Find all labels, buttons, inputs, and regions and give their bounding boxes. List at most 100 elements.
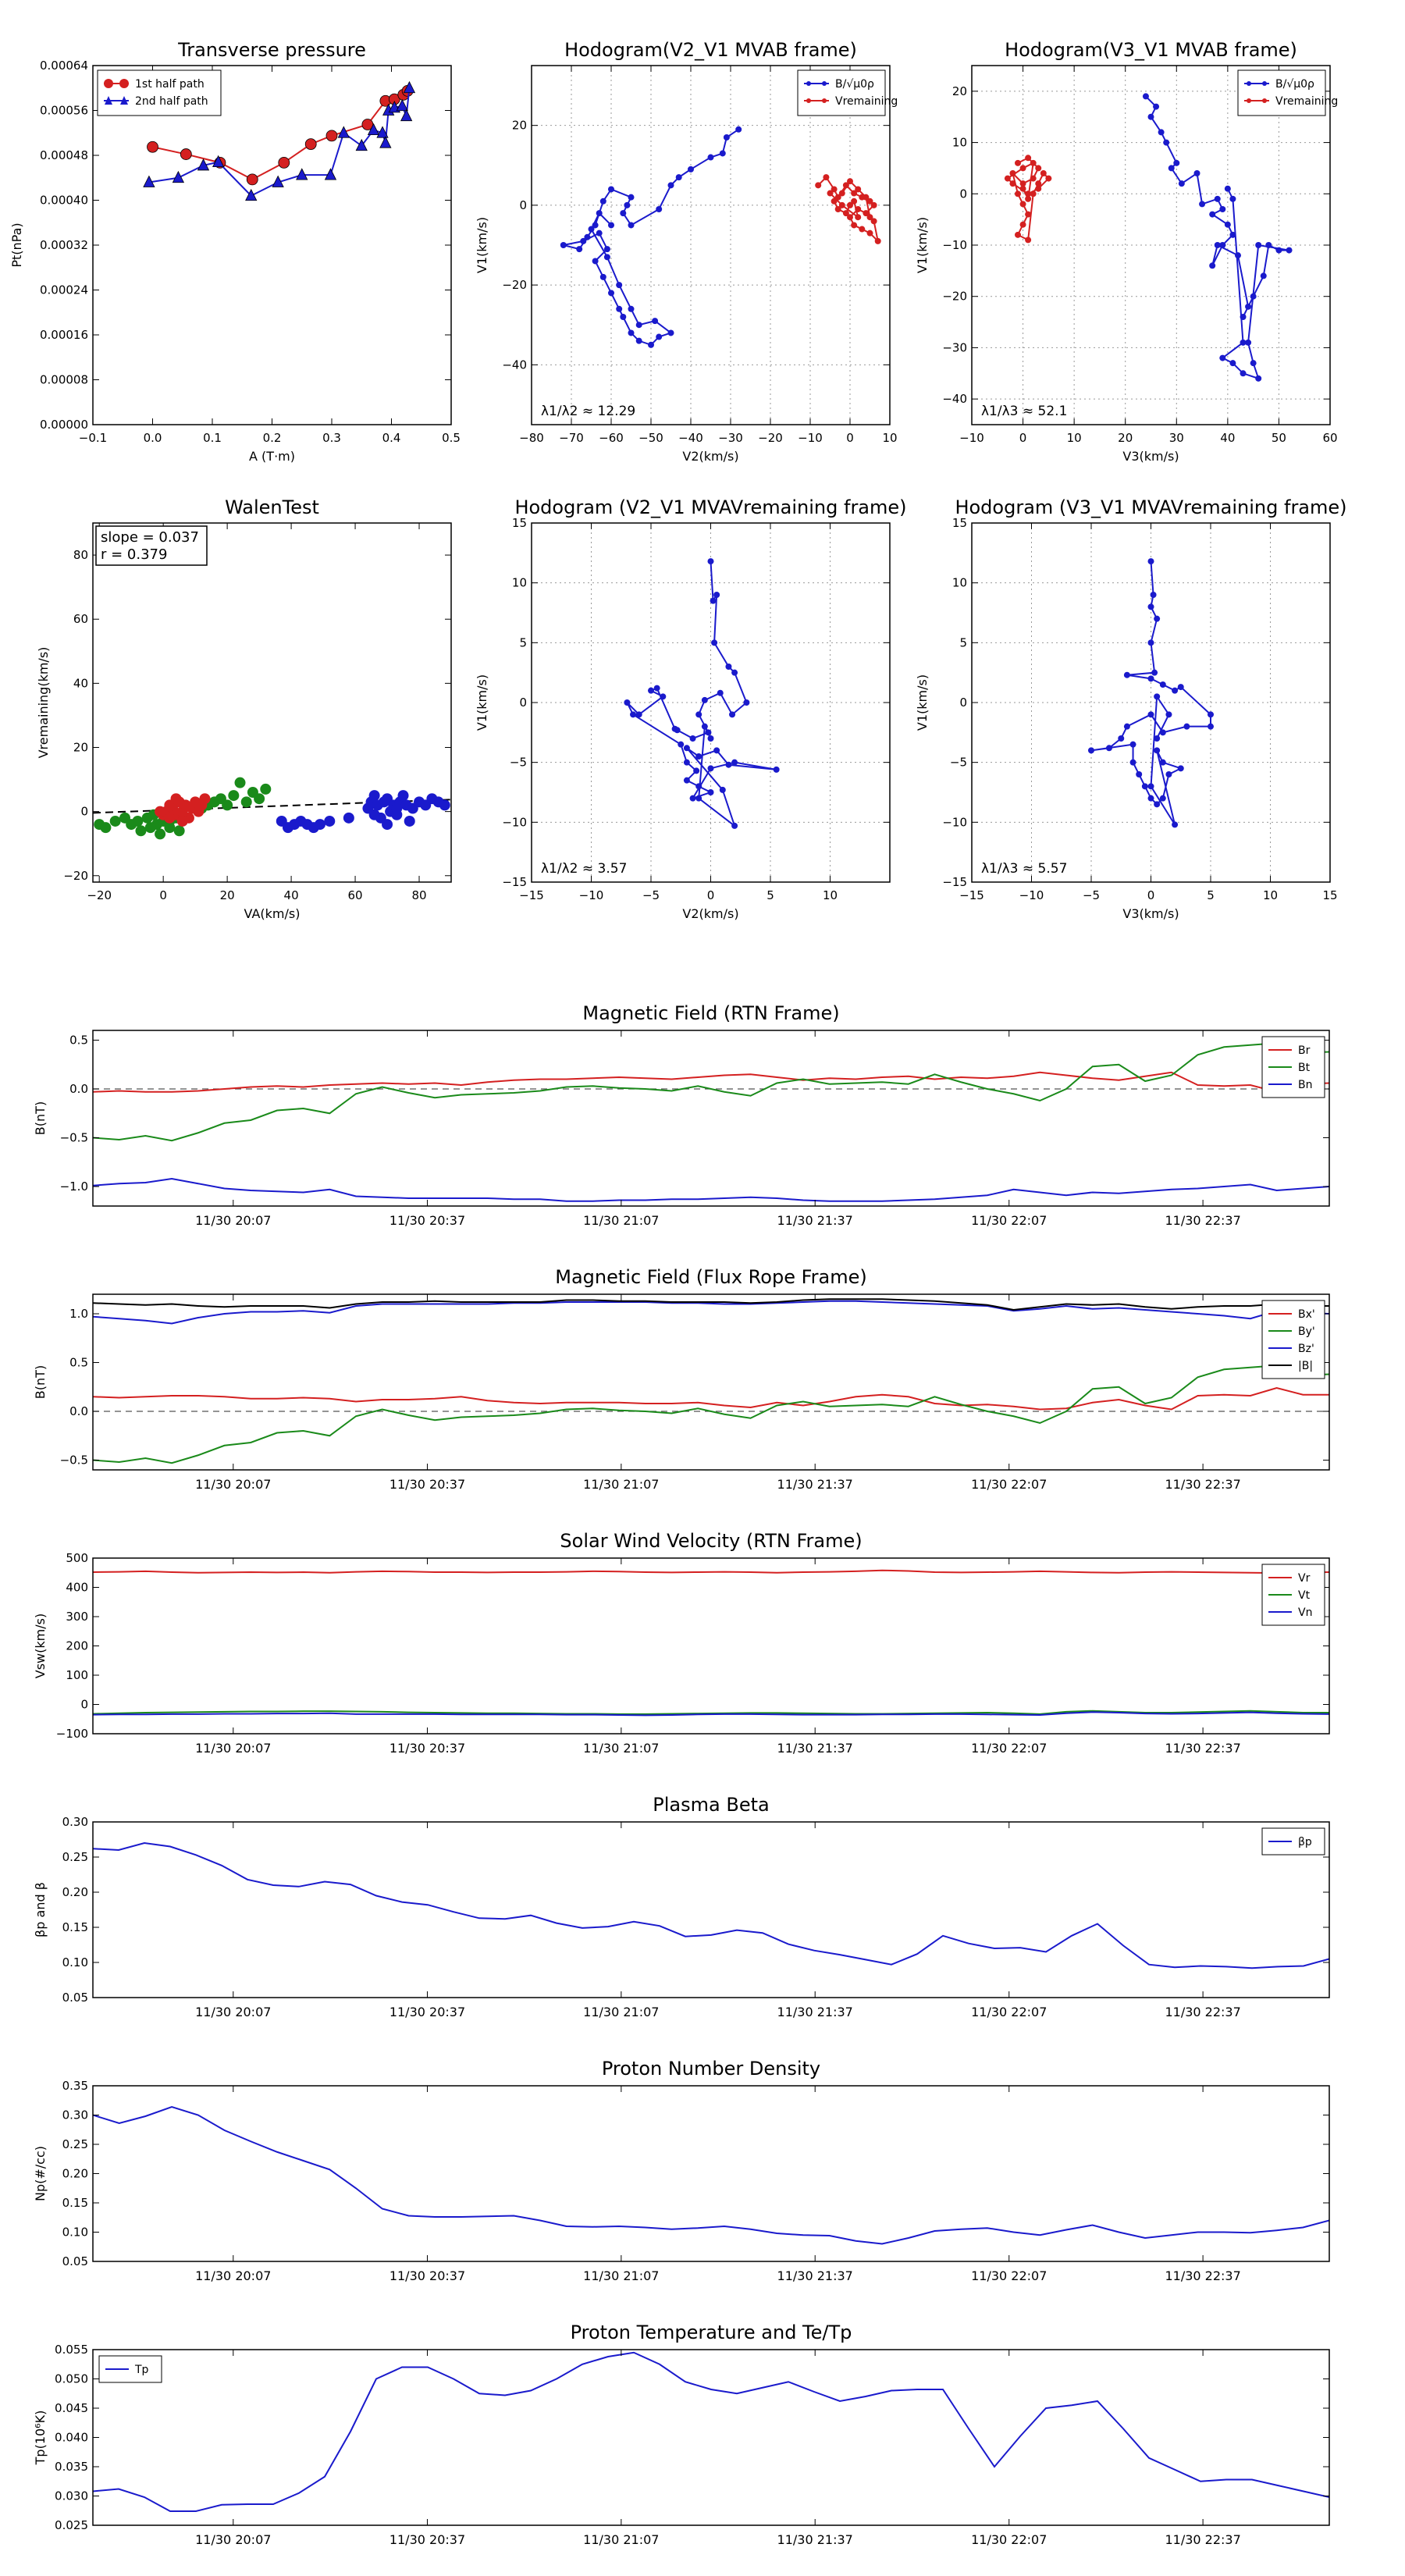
chart-title: Solar Wind Velocity (RTN Frame) bbox=[560, 1530, 862, 1552]
y-tick-label: 0.25 bbox=[62, 1850, 88, 1864]
data-point bbox=[1025, 155, 1032, 162]
data-point bbox=[404, 815, 415, 827]
y-tick-label: 0.00000 bbox=[40, 418, 88, 432]
data-point bbox=[866, 229, 873, 237]
x-tick-label: 20 bbox=[1118, 431, 1133, 445]
plot-frame bbox=[92, 1557, 1330, 1735]
data-point bbox=[1245, 303, 1252, 310]
legend-marker bbox=[1247, 98, 1251, 103]
data-point bbox=[439, 799, 450, 811]
y-tick-label: 0.00040 bbox=[40, 194, 88, 208]
legend-marker bbox=[120, 96, 128, 105]
x-tick-label: 20 bbox=[220, 888, 235, 902]
series-line-0 bbox=[93, 1386, 1329, 1411]
y-tick-label: 0.20 bbox=[62, 1885, 88, 1899]
data-point bbox=[656, 333, 663, 340]
data-point bbox=[397, 790, 409, 802]
data-point bbox=[1255, 375, 1262, 382]
series-0 bbox=[94, 777, 272, 840]
data-point bbox=[1209, 211, 1216, 218]
data-point bbox=[1015, 231, 1022, 238]
legend-label: Br bbox=[1298, 1044, 1311, 1057]
y-axis-label: Vremaining(km/s) bbox=[36, 647, 51, 759]
data-point bbox=[834, 194, 841, 201]
data-point bbox=[719, 786, 726, 793]
data-point bbox=[838, 190, 845, 197]
series-line-0 bbox=[93, 1071, 1329, 1093]
y-tick-label: −20 bbox=[942, 290, 967, 304]
chart-np: 11/30 20:07 11/30 20:37 11/30 21:07 11/30 2… bbox=[33, 2058, 1330, 2283]
x-tick-label: 0.4 bbox=[382, 431, 401, 445]
plot-frame bbox=[92, 1821, 1330, 1998]
data-point bbox=[1208, 711, 1214, 718]
x-tick-label: 0.3 bbox=[322, 431, 341, 445]
data-point bbox=[1030, 175, 1037, 182]
x-tick-label: 11/30 20:37 bbox=[389, 1477, 465, 1492]
series-line-1 bbox=[93, 1042, 1329, 1142]
data-point bbox=[656, 206, 663, 212]
data-point bbox=[675, 174, 682, 181]
y-tick-label: −10 bbox=[502, 815, 527, 829]
data-point bbox=[1255, 242, 1262, 248]
x-tick-label: 11/30 21:07 bbox=[583, 2005, 659, 2019]
data-point bbox=[234, 777, 246, 788]
chart-vsw: 11/30 20:07 11/30 20:37 11/30 21:07 11/30 2… bbox=[33, 1530, 1330, 1756]
series-line-0 bbox=[93, 1569, 1329, 1574]
x-axis-label: V2(km/s) bbox=[682, 449, 738, 464]
series-line-0 bbox=[93, 2105, 1329, 2245]
data-point bbox=[584, 233, 591, 240]
data-point bbox=[608, 186, 614, 193]
data-point bbox=[396, 98, 408, 112]
data-point bbox=[731, 759, 738, 766]
x-tick-label: 11/30 22:07 bbox=[971, 2005, 1047, 2019]
chart-mag_fr: 11/30 20:07 11/30 20:37 11/30 21:07 11/30 2… bbox=[33, 1266, 1330, 1492]
data-point bbox=[560, 242, 567, 248]
data-point bbox=[710, 597, 717, 604]
data-point bbox=[382, 819, 393, 831]
x-tick-label: 10 bbox=[882, 431, 897, 445]
x-tick-label: 0 bbox=[1147, 888, 1155, 902]
chart-mag_rtn: 11/30 20:07 11/30 20:37 11/30 21:07 11/30 2… bbox=[33, 1002, 1330, 1228]
y-tick-label: 0.15 bbox=[62, 1920, 88, 1934]
data-point bbox=[1172, 821, 1179, 828]
series-0 bbox=[1142, 93, 1293, 382]
legend-marker bbox=[822, 81, 827, 86]
data-point bbox=[620, 314, 627, 320]
data-point bbox=[1224, 221, 1231, 228]
data-point bbox=[576, 246, 583, 253]
data-point bbox=[1159, 759, 1166, 766]
data-point bbox=[1040, 170, 1047, 176]
data-point bbox=[170, 793, 182, 805]
x-tick-label: 11/30 20:37 bbox=[389, 2532, 465, 2547]
data-point bbox=[1141, 783, 1148, 790]
data-point bbox=[695, 711, 702, 718]
y-tick-label: 0.00064 bbox=[40, 59, 88, 73]
series-1 bbox=[1004, 155, 1052, 244]
plot-frame bbox=[92, 1030, 1330, 1207]
data-point bbox=[324, 815, 336, 827]
x-tick-label: 11/30 22:37 bbox=[1165, 1741, 1240, 1756]
series-0 bbox=[147, 84, 414, 186]
y-tick-label: 10 bbox=[952, 576, 967, 590]
data-point bbox=[683, 759, 690, 766]
data-point bbox=[144, 822, 156, 834]
data-point bbox=[1260, 272, 1267, 279]
data-point bbox=[620, 210, 627, 217]
data-point bbox=[1142, 93, 1149, 100]
x-tick-label: 11/30 21:37 bbox=[777, 2005, 853, 2019]
chart-h2: −10 0 10 20 30 40 50 60 −40 −30 −20 −10 0 10 20 Hodogra… bbox=[915, 39, 1338, 464]
series-line-2 bbox=[93, 1711, 1329, 1717]
data-point bbox=[1025, 211, 1032, 218]
x-tick-label: 11/30 21:37 bbox=[777, 2268, 853, 2283]
data-point bbox=[874, 237, 881, 244]
data-point bbox=[1035, 165, 1042, 172]
y-tick-label: 1.0 bbox=[69, 1307, 88, 1321]
data-point bbox=[855, 186, 862, 193]
y-tick-label: −5 bbox=[510, 756, 527, 770]
data-point bbox=[1004, 175, 1011, 182]
data-point bbox=[863, 194, 870, 201]
data-point bbox=[701, 723, 708, 730]
data-point bbox=[1147, 558, 1154, 565]
series-line-0 bbox=[93, 1841, 1329, 1969]
